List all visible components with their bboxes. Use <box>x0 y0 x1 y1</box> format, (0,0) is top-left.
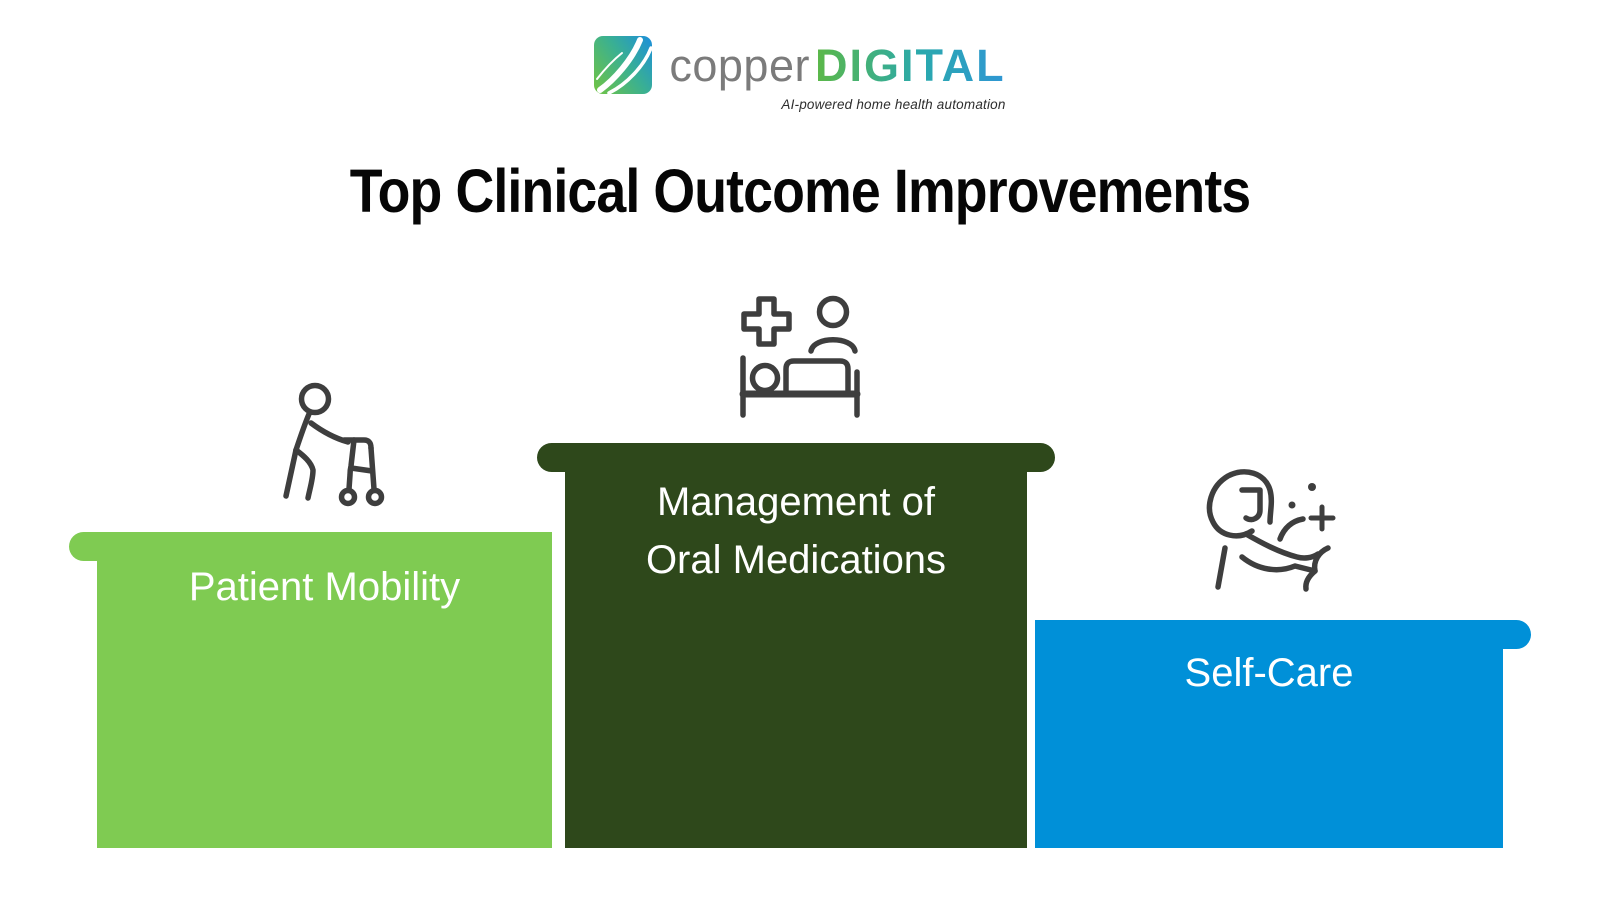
podium-label-line: Patient Mobility <box>188 565 461 609</box>
brand-digital-text: DIGITAL <box>814 39 1006 91</box>
podium-body <box>1035 620 1503 848</box>
brand-block: copper DIGITAL AI-powered home health aut… <box>594 36 1005 112</box>
podium-label-line: Management of <box>657 480 935 524</box>
podium-label-self-care: Self-Care <box>1035 649 1503 697</box>
brand-header: copper DIGITAL AI-powered home health aut… <box>0 36 1600 112</box>
hospital-bed-patient-icon <box>739 295 861 418</box>
infographic-title: Top Clinical Outcome Improvements <box>349 157 1251 225</box>
brand-wordmark: copper DIGITAL <box>669 43 1005 88</box>
face-washing-icon <box>1206 469 1336 592</box>
copper-digital-swoosh-icon <box>594 36 653 94</box>
podium-label-patient-mobility: Patient Mobility <box>97 563 552 611</box>
podium-body <box>97 532 552 848</box>
person-with-walker-icon <box>283 382 385 507</box>
podium-label-oral-medications: Management of Oral Medications <box>565 473 1027 589</box>
brand-tagline: AI-powered home health automation <box>781 97 1006 112</box>
podium-label-line: Self-Care <box>1184 651 1354 695</box>
podium-step-oral-medications: Management of Oral Medications <box>537 443 1055 848</box>
podium-cap <box>1035 620 1531 649</box>
brand-copper-text: copper <box>669 39 810 91</box>
podium-cap <box>537 443 1055 472</box>
podium-cap <box>69 532 552 561</box>
podium-body <box>565 443 1027 848</box>
podium-step-self-care: Self-Care <box>1035 620 1531 848</box>
podium-label-line: Oral Medications <box>645 538 947 582</box>
podium-step-patient-mobility: Patient Mobility <box>69 532 552 848</box>
